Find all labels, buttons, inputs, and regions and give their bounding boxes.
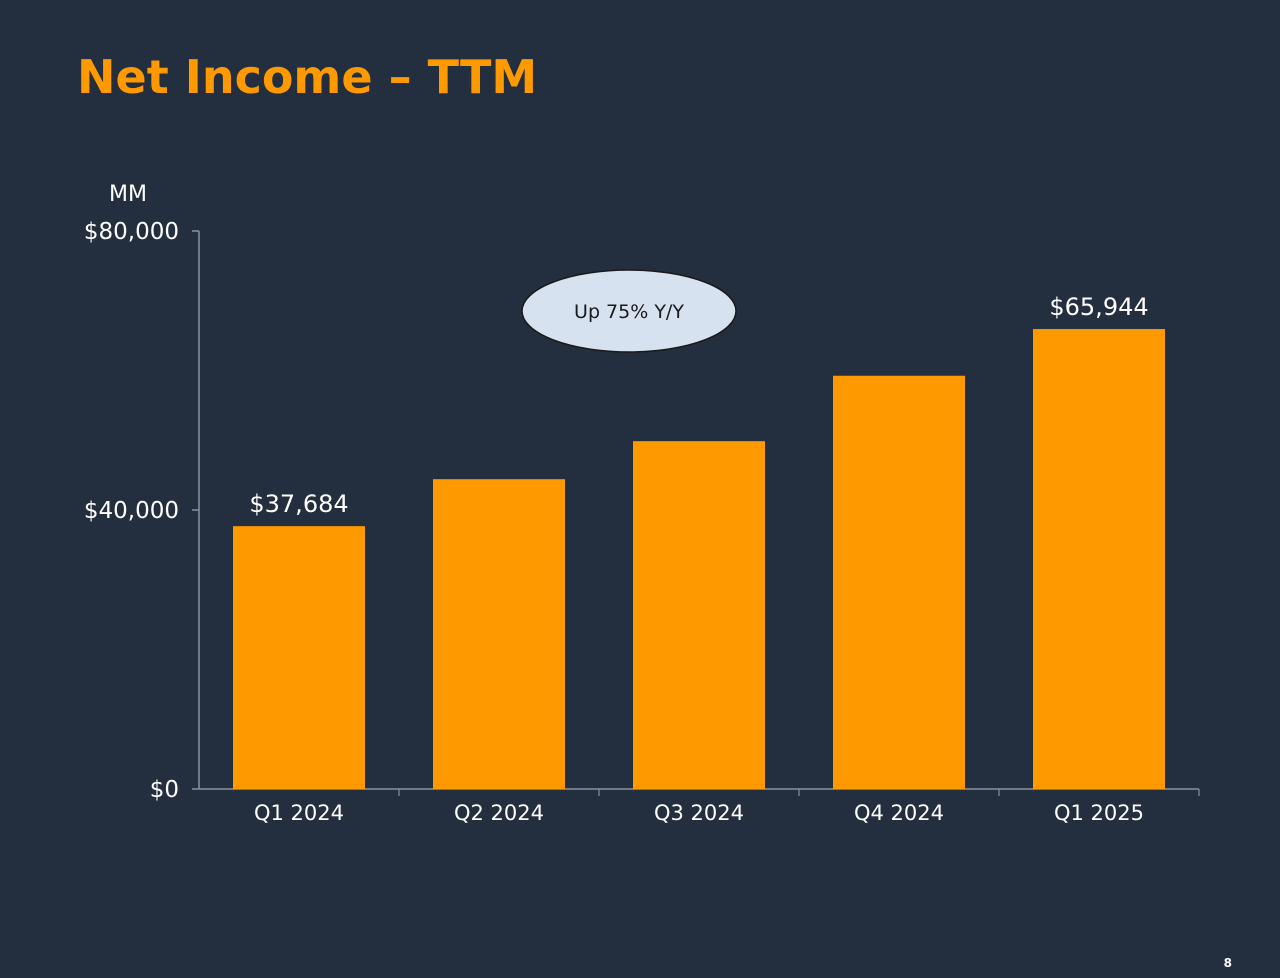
bar: [233, 526, 365, 789]
y-tick-label: $40,000: [84, 498, 179, 524]
x-tick-label: Q1 2024: [254, 801, 344, 825]
slide-title: Net Income – TTM: [77, 50, 538, 104]
x-tick-label: Q4 2024: [854, 801, 944, 825]
x-tick-label: Q1 2025: [1054, 801, 1144, 825]
bar: [633, 441, 765, 789]
bar: [433, 479, 565, 789]
page-number: 8: [1223, 956, 1232, 970]
y-tick-label: $0: [150, 777, 179, 803]
bar: [833, 375, 965, 789]
x-tick-label: Q3 2024: [654, 801, 744, 825]
bar: [1033, 329, 1165, 789]
y-tick-label: $80,000: [84, 219, 179, 245]
x-tick-label: Q2 2024: [454, 801, 544, 825]
data-labels: $37,684 $65,944: [249, 293, 1148, 518]
y-unit-label: MM: [109, 182, 147, 207]
growth-callout-text: Up 75% Y/Y: [574, 301, 684, 323]
x-axis: Q1 2024 Q2 2024 Q3 2024 Q4 2024 Q1 2025: [199, 788, 1200, 825]
bar-data-label: $65,944: [1049, 293, 1148, 321]
growth-callout-bubble: [521, 269, 737, 353]
growth-callout: Up 75% Y/Y: [521, 269, 737, 353]
y-axis: $0 $40,000 $80,000: [84, 219, 200, 803]
bars: [233, 329, 1165, 789]
bar-data-label: $37,684: [249, 490, 348, 518]
